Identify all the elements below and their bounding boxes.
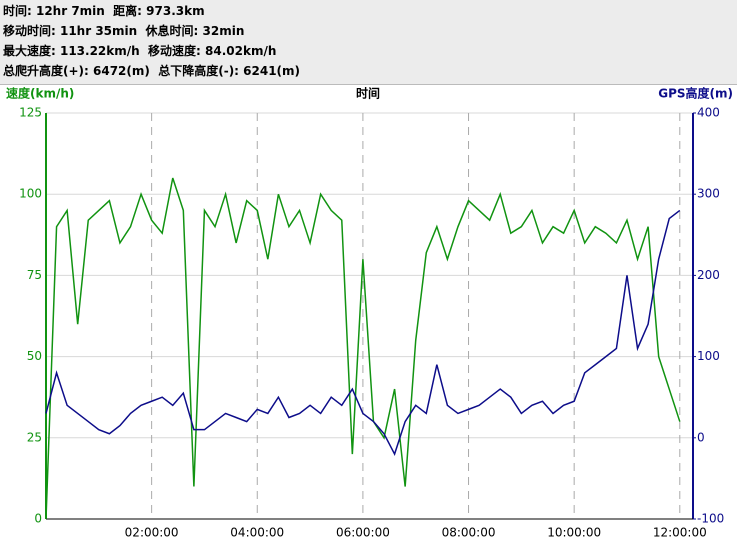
stat-line: 最大速度: 113.22km/h 移动速度: 84.02km/h [3, 44, 277, 58]
stat-line: 时间: 12hr 7min 距离: 973.3km [3, 4, 205, 18]
y-axis-label: 速度(km/h) [6, 86, 74, 101]
y2-tick-label: 0 [697, 430, 705, 444]
y-tick-label: 25 [27, 430, 42, 444]
y2-tick-label: 200 [697, 268, 720, 282]
y-tick-label: 0 [34, 512, 42, 526]
y-tick-label: 75 [27, 268, 42, 282]
stat-line: 移动时间: 11hr 35min 休息时间: 32min [3, 24, 245, 38]
y2-tick-label: 300 [697, 187, 720, 201]
y-tick-label: 100 [19, 187, 42, 201]
y2-tick-label: 100 [697, 349, 720, 363]
y-tick-label: 125 [19, 106, 42, 120]
x-tick-label: 12:00:00 [653, 526, 707, 540]
x-tick-label: 06:00:00 [336, 526, 390, 540]
stats-panel: 时间: 12hr 7min 距离: 973.3km 移动时间: 11hr 35m… [0, 0, 737, 85]
y-tick-label: 50 [27, 349, 42, 363]
x-tick-label: 04:00:00 [230, 526, 284, 540]
y2-tick-label: 400 [697, 106, 720, 120]
x-axis-label: 时间 [356, 86, 380, 101]
x-tick-label: 10:00:00 [547, 526, 601, 540]
series-line [45, 177, 681, 520]
y2-axis-label: GPS高度(m) [658, 86, 733, 101]
series-line [45, 209, 681, 456]
y2-tick-label: -100 [697, 512, 724, 526]
x-tick-label: 02:00:00 [125, 526, 179, 540]
stat-line: 总爬升高度(+): 6472(m) 总下降高度(-): 6241(m) [3, 64, 301, 78]
x-tick-label: 08:00:00 [442, 526, 496, 540]
